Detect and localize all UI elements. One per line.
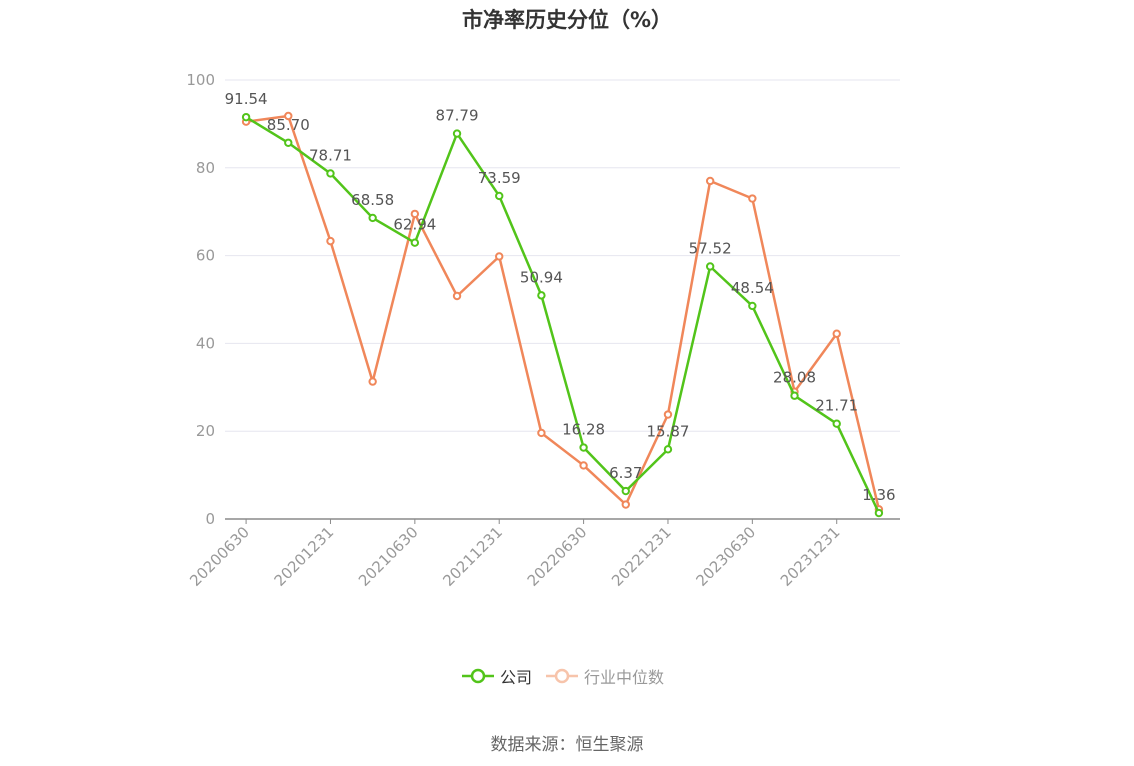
point-industry [832, 329, 841, 338]
point-company [748, 301, 757, 311]
x-tick-label: 20201231 [271, 523, 338, 590]
x-tick-label: 20220630 [524, 523, 591, 590]
y-tick-label: 100 [186, 71, 215, 89]
point-industry [663, 410, 673, 419]
point-company [284, 138, 293, 147]
data-label-company: 85.70 [267, 116, 310, 134]
data-label-company: 28.08 [773, 369, 816, 387]
x-tick-label: 20221231 [608, 523, 675, 590]
point-industry [579, 461, 588, 470]
legend-label-industry: 行业中位数 [584, 668, 665, 687]
point-industry [284, 111, 293, 121]
data-labels: 91.54 85.70 78.71 68.58 62.94 87.79 73.59 50.94… [225, 90, 896, 504]
grid-lines [225, 79, 900, 432]
point-industry [621, 500, 630, 509]
y-tick-label: 0 [205, 510, 215, 528]
data-label-company: 73.59 [478, 169, 521, 187]
data-label-company: 87.79 [436, 107, 479, 125]
point-company [326, 169, 335, 178]
x-tick-label: 20210630 [355, 523, 422, 590]
data-label-company: 57.52 [689, 239, 732, 257]
source-note: 数据来源：恒生聚源 [490, 735, 644, 755]
legend-item-industry[interactable]: 行业中位数 [546, 664, 664, 688]
legend-label-company: 公司 [500, 668, 533, 687]
point-company [368, 213, 377, 223]
series-line-industry [245, 114, 881, 510]
y-tick-label: 20 [196, 422, 215, 440]
point-company [874, 508, 884, 518]
y-tick-label: 80 [196, 159, 215, 177]
x-tick-label: 20211231 [439, 523, 506, 590]
point-industry [495, 252, 504, 261]
point-industry [410, 209, 420, 219]
data-label-company: 50.94 [520, 268, 563, 286]
x-tick-label: 20200630 [186, 523, 253, 590]
chart-title: 市净率历史分位（%） [461, 8, 673, 32]
point-industry [537, 428, 546, 438]
point-company [621, 486, 630, 496]
data-label-company: 6.37 [609, 464, 642, 482]
point-industry [705, 176, 715, 186]
point-company [537, 291, 546, 300]
data-label-company: 1.36 [862, 486, 895, 504]
legend-industry-marker-icon [546, 668, 579, 684]
data-label-company: 48.54 [731, 279, 774, 297]
series-line-company [245, 116, 881, 514]
point-company [410, 238, 420, 247]
point-industry [748, 194, 757, 203]
point-company [790, 391, 799, 400]
data-label-company: 16.28 [562, 421, 605, 439]
x-tick-label: 20230630 [692, 523, 759, 590]
point-company [452, 129, 462, 138]
point-industry [452, 291, 462, 301]
point-industry [368, 377, 377, 386]
point-company [579, 443, 588, 452]
point-company [663, 445, 673, 454]
point-company [241, 112, 251, 122]
data-label-company: 78.71 [309, 146, 352, 164]
y-tick-label: 60 [196, 247, 215, 265]
data-label-company: 21.71 [815, 397, 858, 415]
point-company [832, 419, 841, 428]
axes: 0 20 40 60 80 100 20200630 20201231 20210630 2021… [186, 71, 900, 590]
series-lines [241, 111, 884, 518]
legend-item-company[interactable]: 公司 [462, 664, 532, 688]
point-industry [326, 236, 335, 246]
x-tick-label: 20231231 [777, 523, 844, 590]
point-company [495, 191, 504, 201]
legend: 公司 行业中位数 [462, 664, 678, 688]
data-label-company: 91.54 [225, 90, 268, 108]
data-label-company: 62.94 [393, 216, 436, 234]
data-label-company: 68.58 [351, 191, 394, 209]
y-tick-label: 40 [196, 334, 215, 352]
legend-company-marker-icon [462, 668, 494, 684]
data-label-company: 15.87 [646, 422, 689, 440]
point-company [705, 262, 715, 271]
